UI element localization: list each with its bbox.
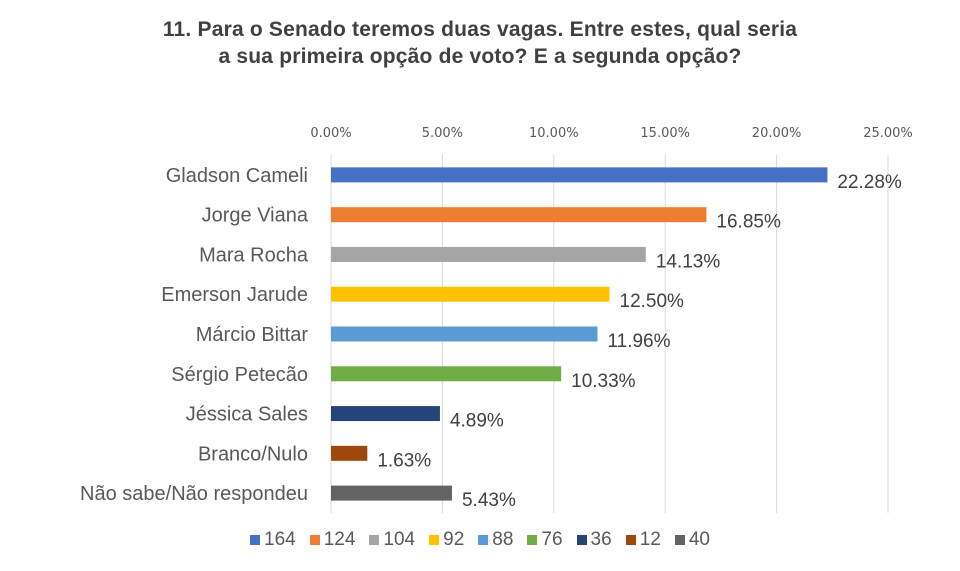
- data-labels: 22.28% 16.85% 14.13% 12.50% 11.96% 10.33% 4.89…: [377, 172, 902, 511]
- legend-label: 104: [383, 529, 416, 550]
- legend-label: 40: [688, 529, 710, 550]
- category-label: Emerson Jarude: [161, 284, 308, 306]
- x-tick-label: 10.00%: [529, 126, 579, 141]
- data-label: 16.85%: [716, 212, 781, 233]
- legend-item: 124: [309, 529, 356, 551]
- legend-label: 164: [264, 529, 296, 550]
- category-label: Mara Rocha: [199, 244, 309, 266]
- x-tick-label: 20.00%: [752, 126, 802, 141]
- legend-item: 164: [250, 529, 296, 551]
- legend-item: 12: [625, 529, 661, 551]
- data-label: 14.13%: [656, 251, 721, 272]
- category-label: Jorge Viana: [202, 205, 309, 227]
- bar: [331, 286, 610, 302]
- legend-swatch: [309, 535, 320, 545]
- bar: [331, 167, 828, 183]
- legend-swatch: [625, 535, 636, 545]
- bars: [331, 167, 828, 501]
- data-label: 12.50%: [620, 291, 685, 312]
- legend-swatch: [429, 535, 440, 545]
- legend: 164 124 104 92 88 76 36 12 40: [0, 529, 960, 551]
- legend-label: 88: [492, 529, 514, 550]
- bar: [331, 406, 440, 422]
- category-label: Não sabe/Não respondeu: [80, 483, 308, 505]
- legend-item: 36: [576, 529, 612, 551]
- chart-title-line-2: a sua primeira opção de voto? E a segund…: [218, 45, 742, 68]
- legend-swatch: [674, 535, 685, 545]
- x-tick-label: 0.00%: [310, 126, 351, 141]
- category-labels: Gladson Cameli Jorge Viana Mara Rocha Emers…: [80, 165, 309, 505]
- legend-label: 92: [443, 529, 465, 550]
- legend-label: 12: [639, 529, 661, 550]
- category-label: Jéssica Sales: [186, 404, 308, 426]
- category-label: Sérgio Petecão: [171, 364, 308, 386]
- category-label: Branco/Nulo: [198, 443, 308, 465]
- legend-item: 76: [527, 529, 563, 551]
- legend-label: 124: [323, 529, 356, 550]
- legend-swatch: [250, 535, 261, 545]
- legend-swatch: [576, 535, 587, 545]
- data-label: 1.63%: [377, 450, 431, 471]
- x-tick-label: 25.00%: [863, 126, 913, 141]
- legend-swatch: [478, 535, 489, 545]
- legend-item: 40: [674, 529, 710, 551]
- data-label: 4.89%: [450, 411, 504, 432]
- legend-label: 36: [590, 529, 612, 550]
- x-axis-ticks: 0.00% 5.00% 10.00% 15.00% 20.00% 25.00%: [310, 126, 912, 141]
- legend-item: 92: [429, 529, 464, 551]
- bar: [331, 207, 707, 223]
- legend-item: 88: [478, 529, 513, 551]
- data-label: 11.96%: [607, 331, 670, 352]
- bar: [331, 485, 452, 501]
- legend-item: 104: [369, 529, 415, 551]
- chart-title: 11. Para o Senado teremos duas vagas. En…: [0, 16, 960, 70]
- legend-swatch: [527, 535, 538, 545]
- bar: [331, 326, 598, 342]
- legend-swatch: [369, 535, 380, 545]
- x-tick-label: 5.00%: [422, 126, 463, 141]
- data-label: 5.43%: [462, 490, 516, 511]
- legend-label: 76: [541, 529, 563, 550]
- bar: [331, 445, 368, 461]
- chart-title-line-1: 11. Para o Senado teremos duas vagas. En…: [162, 18, 798, 41]
- data-label: 22.28%: [837, 172, 902, 193]
- category-label: Gladson Cameli: [166, 165, 308, 187]
- x-tick-label: 15.00%: [640, 126, 690, 141]
- data-label: 10.33%: [571, 371, 636, 392]
- bar: [331, 366, 562, 382]
- category-label: Márcio Bittar: [196, 324, 309, 346]
- bar: [331, 246, 646, 262]
